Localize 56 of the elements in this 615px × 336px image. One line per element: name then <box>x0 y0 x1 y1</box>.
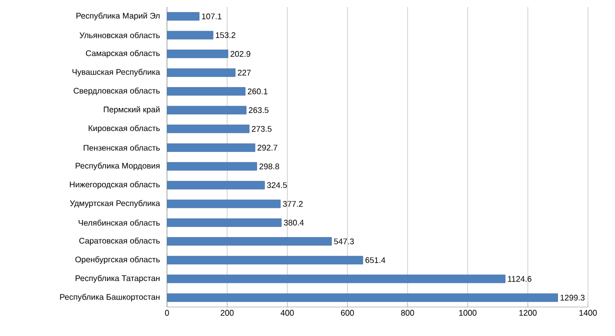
y-tick-label: Оренбургская область <box>75 256 160 264</box>
bar <box>167 106 246 114</box>
y-tick-label: Самарская область <box>86 50 160 58</box>
bar <box>167 293 558 302</box>
x-tick-label: 0 <box>165 310 169 316</box>
data-label: 547.3 <box>334 238 354 244</box>
data-label: 1299.3 <box>560 294 585 301</box>
data-label: 227 <box>238 70 251 76</box>
bar <box>167 12 200 21</box>
y-tick-label: Свердловская область <box>74 88 160 96</box>
data-label: 377.2 <box>282 200 303 207</box>
y-tick-label: Республика Марий Эл <box>76 12 160 20</box>
bar <box>167 237 332 246</box>
bar <box>167 68 236 77</box>
bar <box>167 274 506 284</box>
x-tick-label: 200 <box>220 310 234 316</box>
x-tick-label: 1200 <box>519 310 537 316</box>
data-label: 260.1 <box>248 88 268 94</box>
bar <box>167 256 364 264</box>
bar <box>167 50 228 58</box>
y-tick-label: Ульяновская область <box>80 32 160 38</box>
bar <box>167 87 246 96</box>
bar <box>167 30 214 40</box>
bar <box>167 162 258 171</box>
data-label: 651.4 <box>366 257 386 264</box>
y-tick-label: Республика Мордовия <box>76 162 160 170</box>
bar <box>167 143 256 152</box>
data-label: 107.1 <box>202 13 222 20</box>
y-tick-label: Удмуртская Республика <box>70 200 160 208</box>
data-label: 298.8 <box>259 163 280 170</box>
x-tick-label: 800 <box>401 310 414 316</box>
x-tick-label: 400 <box>280 310 294 316</box>
y-tick-label: Пермский край <box>104 106 160 114</box>
y-tick-label: Чувашская Республика <box>72 68 160 76</box>
y-tick-label: Пензенская область <box>84 144 160 151</box>
data-label: 263.5 <box>248 107 269 114</box>
y-tick-label: Саратовская область <box>79 238 160 246</box>
data-label: 153.2 <box>216 32 236 38</box>
data-label: 324.5 <box>267 182 287 188</box>
bar <box>167 200 281 208</box>
x-tick-label: 1000 <box>459 310 476 316</box>
y-tick-label: Кировская область <box>88 125 160 133</box>
y-tick-label: Челябинская область <box>78 220 160 226</box>
data-label: 273.5 <box>252 126 272 132</box>
data-label: 1124.6 <box>508 276 532 282</box>
data-label: 380.4 <box>284 220 304 226</box>
bar <box>167 180 265 190</box>
bar <box>167 218 282 227</box>
y-tick-label: Республика Башкортостан <box>60 294 160 302</box>
y-tick-label: Нижегородская область <box>70 181 160 189</box>
data-label: 292.7 <box>258 144 278 151</box>
y-tick-label: Республика Татарстан <box>76 275 160 283</box>
x-tick-label: 600 <box>341 310 354 316</box>
bar <box>167 124 250 134</box>
data-label: 202.9 <box>230 50 250 57</box>
x-tick-label: 1400 <box>580 310 597 316</box>
